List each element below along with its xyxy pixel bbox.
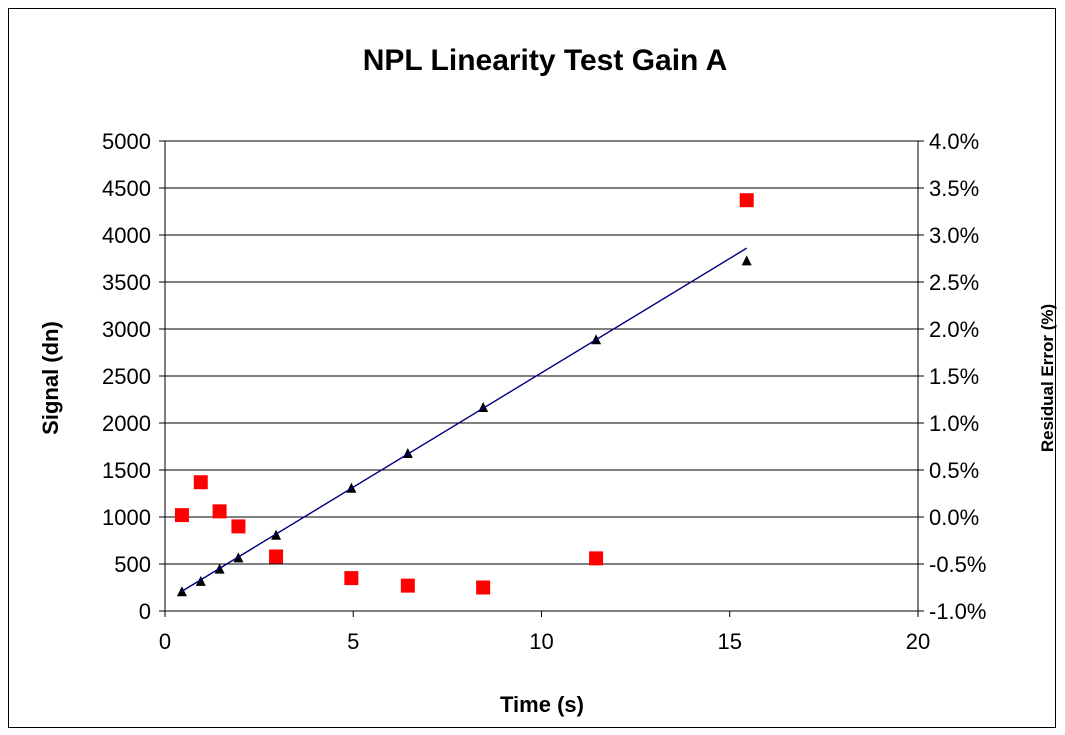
x-tick-label: 10 [529,629,553,654]
y-tick-label: 2500 [102,364,151,389]
y2-tick-label: 2.0% [929,317,979,342]
residual-error-point [174,508,189,523]
x-tick-label: 20 [906,629,930,654]
y-tick-label: 1500 [102,458,151,483]
y-tick-label: 500 [114,552,151,577]
y-tick-label: 4000 [102,223,151,248]
y2-axis-ticks: -1.0% -0.5% 0.0% 0.5% 1.0% 1.5% 2.0% 2.5% 3.0% 3.… [918,129,986,624]
y-axis-ticks: 0 500 1000 1500 2000 2500 3000 3500 4000 4500 5000 [102,129,165,624]
y-tick-label: 3500 [102,270,151,295]
chart-title: NPL Linearity Test Gain A [363,44,728,77]
x-axis-ticks: 0 5 10 15 20 [159,611,930,654]
residual-error-point [212,504,227,519]
x-tick-label: 0 [159,629,171,654]
x-tick-label: 15 [718,629,742,654]
y-tick-label: 5000 [102,129,151,154]
x-tick-label: 5 [347,629,359,654]
residual-error-point [193,475,208,490]
gridlines [165,140,918,612]
y-tick-label: 4500 [102,176,151,201]
signal-point [195,575,206,586]
y-axis-title: Signal (dn) [38,321,63,435]
signal-point [741,255,752,266]
chart-frame [8,8,1056,728]
y2-tick-label: 4.0% [929,129,979,154]
y2-tick-label: 3.5% [929,176,979,201]
y-tick-label: 3000 [102,317,151,342]
residual-error-point [231,519,246,534]
y2-tick-label: 3.0% [929,223,979,248]
y2-tick-label: 2.5% [929,270,979,295]
x-axis-title: Time (s) [500,692,584,717]
residual-error-point [476,580,491,595]
y2-tick-label: -1.0% [929,599,986,624]
residual-error-point [344,571,359,586]
y2-tick-label: 1.0% [929,411,979,436]
chart-marks [174,193,754,597]
y2-tick-label: -0.5% [929,552,986,577]
y-tick-label: 1000 [102,505,151,530]
trend-line [181,247,748,592]
y-tick-label: 0 [139,599,151,624]
residual-error-point [739,193,754,208]
residual-error-point [400,578,415,593]
y2-tick-label: 0.5% [929,458,979,483]
y-tick-label: 2000 [102,411,151,436]
residual-error-point [589,551,604,566]
y2-tick-label: 0.0% [929,505,979,530]
residual-error-point [269,549,284,564]
y2-axis-title: Residual Error (%) [1038,304,1057,452]
y2-tick-label: 1.5% [929,364,979,389]
